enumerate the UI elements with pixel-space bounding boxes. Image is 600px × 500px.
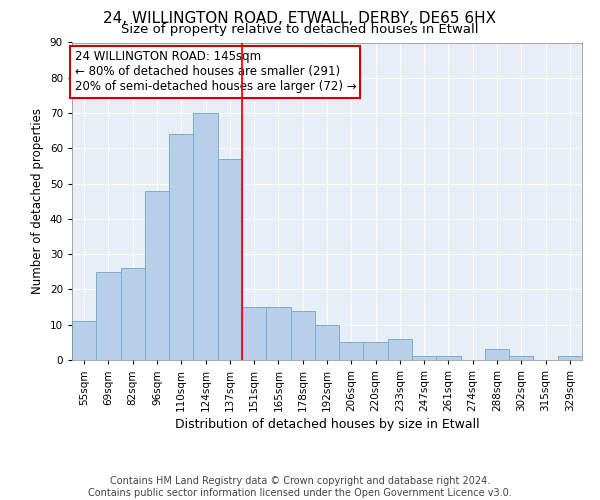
Text: Size of property relative to detached houses in Etwall: Size of property relative to detached ho… <box>121 22 479 36</box>
Bar <box>145 190 169 360</box>
Bar <box>558 356 582 360</box>
Y-axis label: Number of detached properties: Number of detached properties <box>31 108 44 294</box>
Bar <box>218 159 242 360</box>
Bar <box>121 268 145 360</box>
Bar <box>290 310 315 360</box>
Bar <box>339 342 364 360</box>
Bar <box>436 356 461 360</box>
Text: 24 WILLINGTON ROAD: 145sqm
← 80% of detached houses are smaller (291)
20% of sem: 24 WILLINGTON ROAD: 145sqm ← 80% of deta… <box>74 50 356 94</box>
Text: 24, WILLINGTON ROAD, ETWALL, DERBY, DE65 6HX: 24, WILLINGTON ROAD, ETWALL, DERBY, DE65… <box>103 11 497 26</box>
Text: Contains HM Land Registry data © Crown copyright and database right 2024.
Contai: Contains HM Land Registry data © Crown c… <box>88 476 512 498</box>
Bar <box>242 307 266 360</box>
Bar <box>412 356 436 360</box>
Bar <box>266 307 290 360</box>
Bar <box>72 321 96 360</box>
Bar <box>193 113 218 360</box>
Bar <box>485 350 509 360</box>
Bar <box>96 272 121 360</box>
Bar <box>169 134 193 360</box>
Bar <box>315 324 339 360</box>
Bar <box>509 356 533 360</box>
Bar <box>388 339 412 360</box>
Bar <box>364 342 388 360</box>
X-axis label: Distribution of detached houses by size in Etwall: Distribution of detached houses by size … <box>175 418 479 431</box>
